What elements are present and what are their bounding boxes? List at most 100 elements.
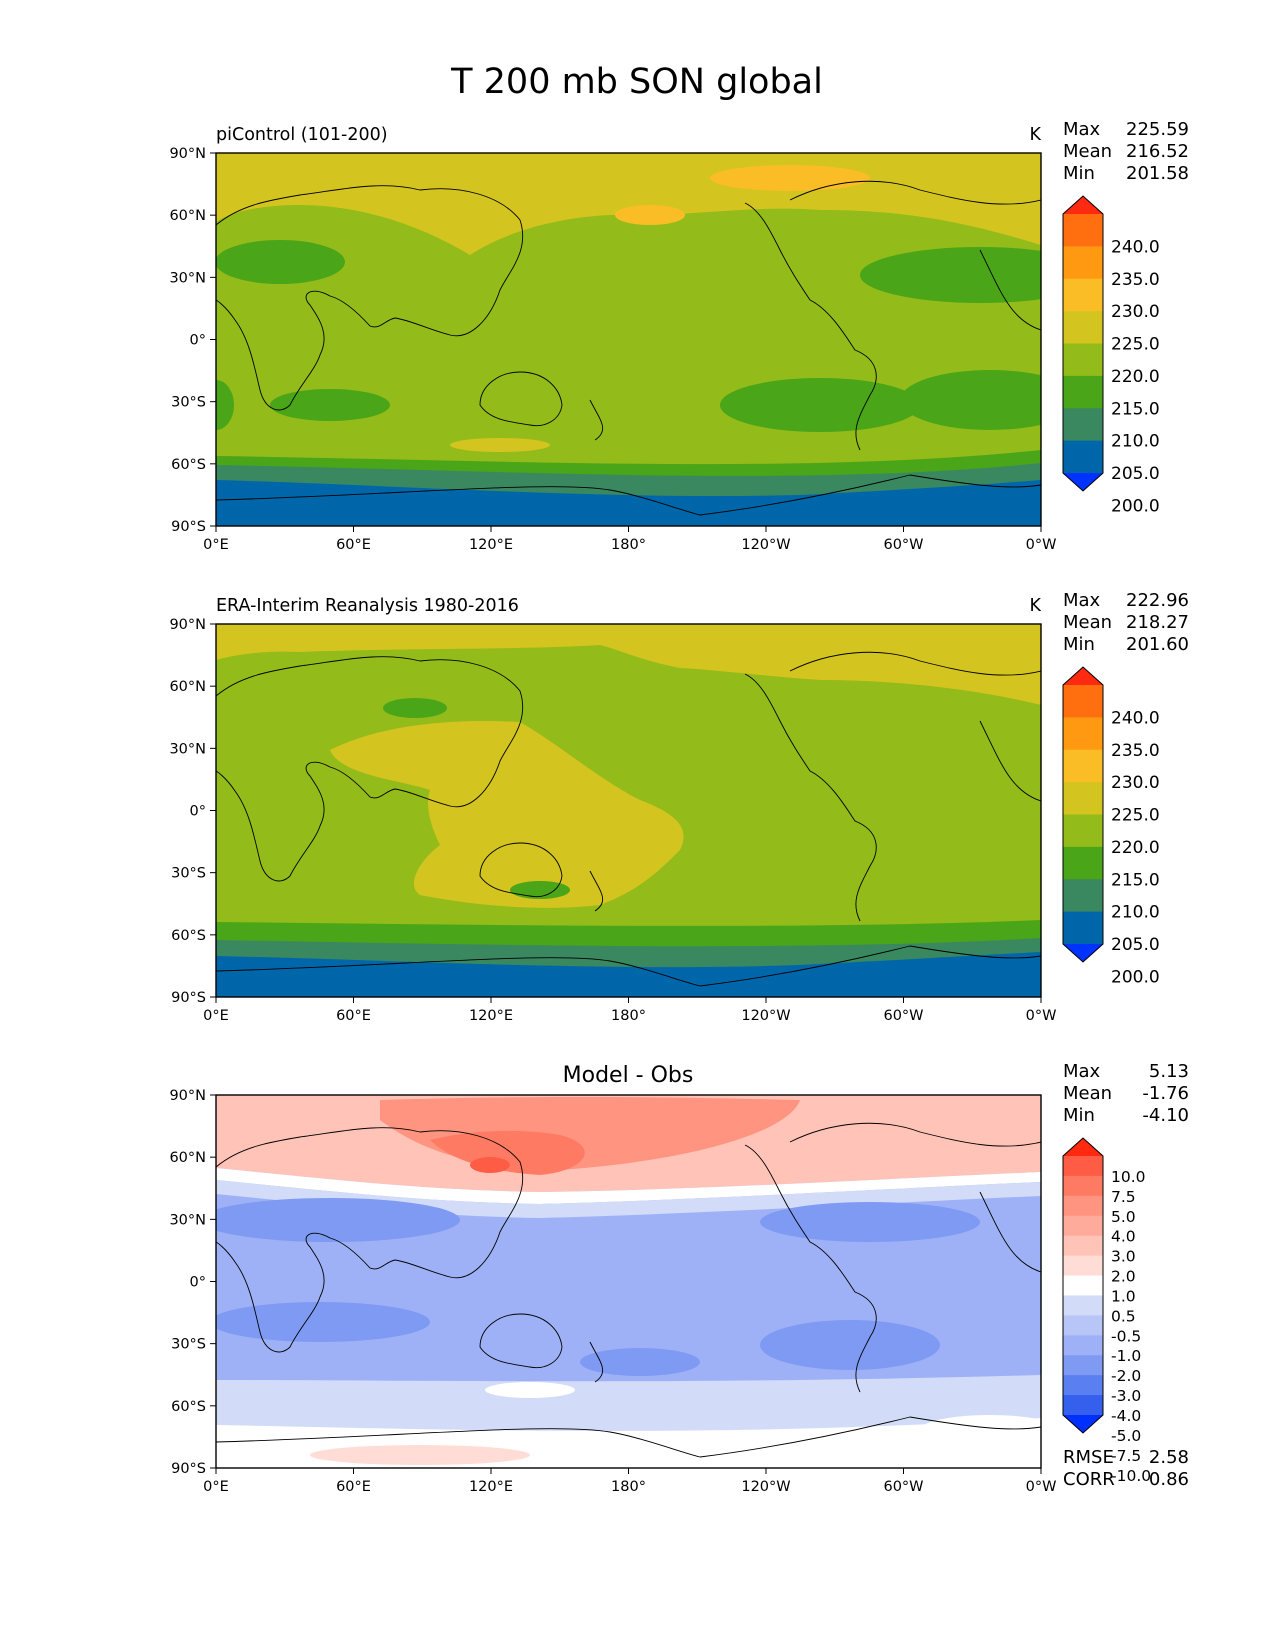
units-label: K bbox=[1030, 125, 1042, 145]
colorbar-cap-top bbox=[1063, 196, 1103, 214]
x-tick-label: 120°W bbox=[741, 1008, 790, 1024]
x-tick-label: 120°W bbox=[741, 537, 790, 553]
x-tick-label: 60°E bbox=[336, 1008, 371, 1024]
x-tick-label: 60°W bbox=[883, 537, 923, 553]
colorbar-label: 0.5 bbox=[1111, 1307, 1136, 1325]
x-tick-label: 60°E bbox=[336, 537, 371, 553]
coastlines bbox=[216, 651, 1041, 987]
y-tick-label: 60°N bbox=[169, 1150, 206, 1166]
max-label: Max bbox=[1063, 119, 1101, 140]
colorbar-bin bbox=[1063, 814, 1103, 848]
colorbar-label: 240.0 bbox=[1111, 708, 1160, 728]
colorbar-label: -5.0 bbox=[1111, 1427, 1141, 1445]
colorbar-bin bbox=[1063, 1175, 1103, 1197]
axes: 0°E 60°E 120°E 180° 120°W 60°W 0°W 90°N 60°N 30°N… bbox=[169, 617, 1056, 1024]
x-tick-label: 0°E bbox=[203, 1008, 229, 1024]
colorbar-label: 1.0 bbox=[1111, 1287, 1136, 1305]
mean-value: -1.76 bbox=[1142, 1083, 1189, 1104]
rmse-label: RMSE bbox=[1063, 1447, 1114, 1468]
colorbar-bin bbox=[1063, 311, 1103, 344]
x-tick-label: 0°W bbox=[1026, 1479, 1057, 1495]
mean-value: 218.27 bbox=[1126, 612, 1189, 633]
colorbar-label: 215.0 bbox=[1111, 870, 1160, 890]
mean-label: Mean bbox=[1063, 1083, 1112, 1104]
panel-era-interim: ERA-Interim Reanalysis 1980-2016 K Max 2… bbox=[169, 590, 1189, 1024]
colorbar-bin bbox=[1063, 246, 1103, 280]
colorbar-label: 4.0 bbox=[1111, 1228, 1136, 1246]
mean-label: Mean bbox=[1063, 141, 1112, 162]
colorbar-bin bbox=[1063, 214, 1103, 247]
colorbar-label: 235.0 bbox=[1111, 270, 1160, 290]
x-tick-label: 0°W bbox=[1026, 1008, 1057, 1024]
colorbar-bin bbox=[1063, 343, 1103, 377]
coastlines bbox=[216, 1122, 1041, 1458]
x-tick-label: 120°E bbox=[469, 537, 513, 553]
min-value: -4.10 bbox=[1142, 1105, 1189, 1126]
panel-title: piControl (101-200) bbox=[216, 125, 388, 145]
colorbar-label: 210.0 bbox=[1111, 432, 1160, 452]
x-tick-label: 180° bbox=[611, 1008, 646, 1024]
colorbar-bin bbox=[1063, 782, 1103, 815]
y-tick-label: 60°N bbox=[169, 679, 206, 695]
colorbar-bin bbox=[1063, 375, 1103, 409]
stats-block: Max 225.59 Mean 216.52 Min 201.58 bbox=[1063, 119, 1189, 184]
x-tick-label: 60°W bbox=[883, 1479, 923, 1495]
colorbar-bin bbox=[1063, 1195, 1103, 1217]
colorbar-label: -0.5 bbox=[1111, 1327, 1141, 1345]
x-tick-label: 60°E bbox=[336, 1479, 371, 1495]
colorbar-label: 235.0 bbox=[1111, 741, 1160, 761]
x-tick-label: 60°W bbox=[883, 1008, 923, 1024]
colorbar-label: 225.0 bbox=[1111, 806, 1160, 826]
colorbar-label: 240.0 bbox=[1111, 237, 1160, 257]
panel-title: Model - Obs bbox=[563, 1063, 694, 1088]
colorbar-bin bbox=[1063, 1235, 1103, 1257]
y-tick-label: 0° bbox=[190, 1275, 206, 1291]
coastlines bbox=[216, 180, 1041, 516]
min-label: Min bbox=[1063, 163, 1095, 184]
max-label: Max bbox=[1063, 1061, 1101, 1082]
colorbar-label: 230.0 bbox=[1111, 773, 1160, 793]
map-field bbox=[216, 624, 1041, 997]
colorbar-bin bbox=[1063, 685, 1103, 718]
colorbar-bin bbox=[1063, 1355, 1103, 1376]
colorbar-bin bbox=[1063, 1295, 1103, 1316]
colorbar-label: 10.0 bbox=[1111, 1168, 1146, 1186]
colorbar-bin bbox=[1063, 1275, 1103, 1296]
y-tick-label: 90°N bbox=[169, 1088, 206, 1104]
figure-title: T 200 mb SON global bbox=[450, 62, 823, 102]
colorbar-outline bbox=[1062, 666, 1104, 963]
y-tick-label: 60°N bbox=[169, 208, 206, 224]
colorbar-bin bbox=[1063, 911, 1103, 945]
colorbar-bin bbox=[1063, 440, 1103, 474]
min-label: Min bbox=[1063, 634, 1095, 655]
colorbar-label: -2.0 bbox=[1111, 1367, 1141, 1385]
colorbar-bin bbox=[1063, 717, 1103, 751]
min-value: 201.58 bbox=[1126, 163, 1189, 184]
map-field bbox=[216, 153, 1041, 526]
y-tick-label: 30°N bbox=[169, 1212, 206, 1228]
colorbar-cap-bottom bbox=[1063, 944, 1103, 962]
colorbar-cap-bottom bbox=[1063, 1415, 1103, 1433]
colorbar-bin bbox=[1063, 278, 1103, 312]
colorbar: 240.0 235.0 230.0 225.0 220.0 215.0 210.0 205.0… bbox=[1062, 195, 1160, 516]
colorbar-label: 220.0 bbox=[1111, 838, 1160, 858]
colorbar-bin bbox=[1063, 879, 1103, 913]
x-tick-label: 0°W bbox=[1026, 537, 1057, 553]
axes: 0°E 60°E 120°E 180° 120°W 60°W 0°W 90°N 60°N 30°N… bbox=[169, 146, 1056, 553]
colorbar-label: 205.0 bbox=[1111, 935, 1160, 955]
y-tick-label: 30°N bbox=[169, 741, 206, 757]
colorbar-outline bbox=[1062, 1137, 1104, 1434]
colorbar-label: 230.0 bbox=[1111, 302, 1160, 322]
x-tick-label: 120°E bbox=[469, 1008, 513, 1024]
max-value: 225.59 bbox=[1126, 119, 1189, 140]
y-tick-label: 0° bbox=[190, 804, 206, 820]
min-value: 201.60 bbox=[1126, 634, 1189, 655]
colorbar-bin bbox=[1063, 1315, 1103, 1336]
y-tick-label: 90°S bbox=[171, 1461, 206, 1477]
corr-label: CORR bbox=[1063, 1469, 1115, 1490]
max-value: 222.96 bbox=[1126, 590, 1189, 611]
max-label: Max bbox=[1063, 590, 1101, 611]
colorbar-cap-bottom bbox=[1063, 473, 1103, 491]
axes: 0°E 60°E 120°E 180° 120°W 60°W 0°W 90°N 60°N 30°N… bbox=[169, 1088, 1056, 1495]
